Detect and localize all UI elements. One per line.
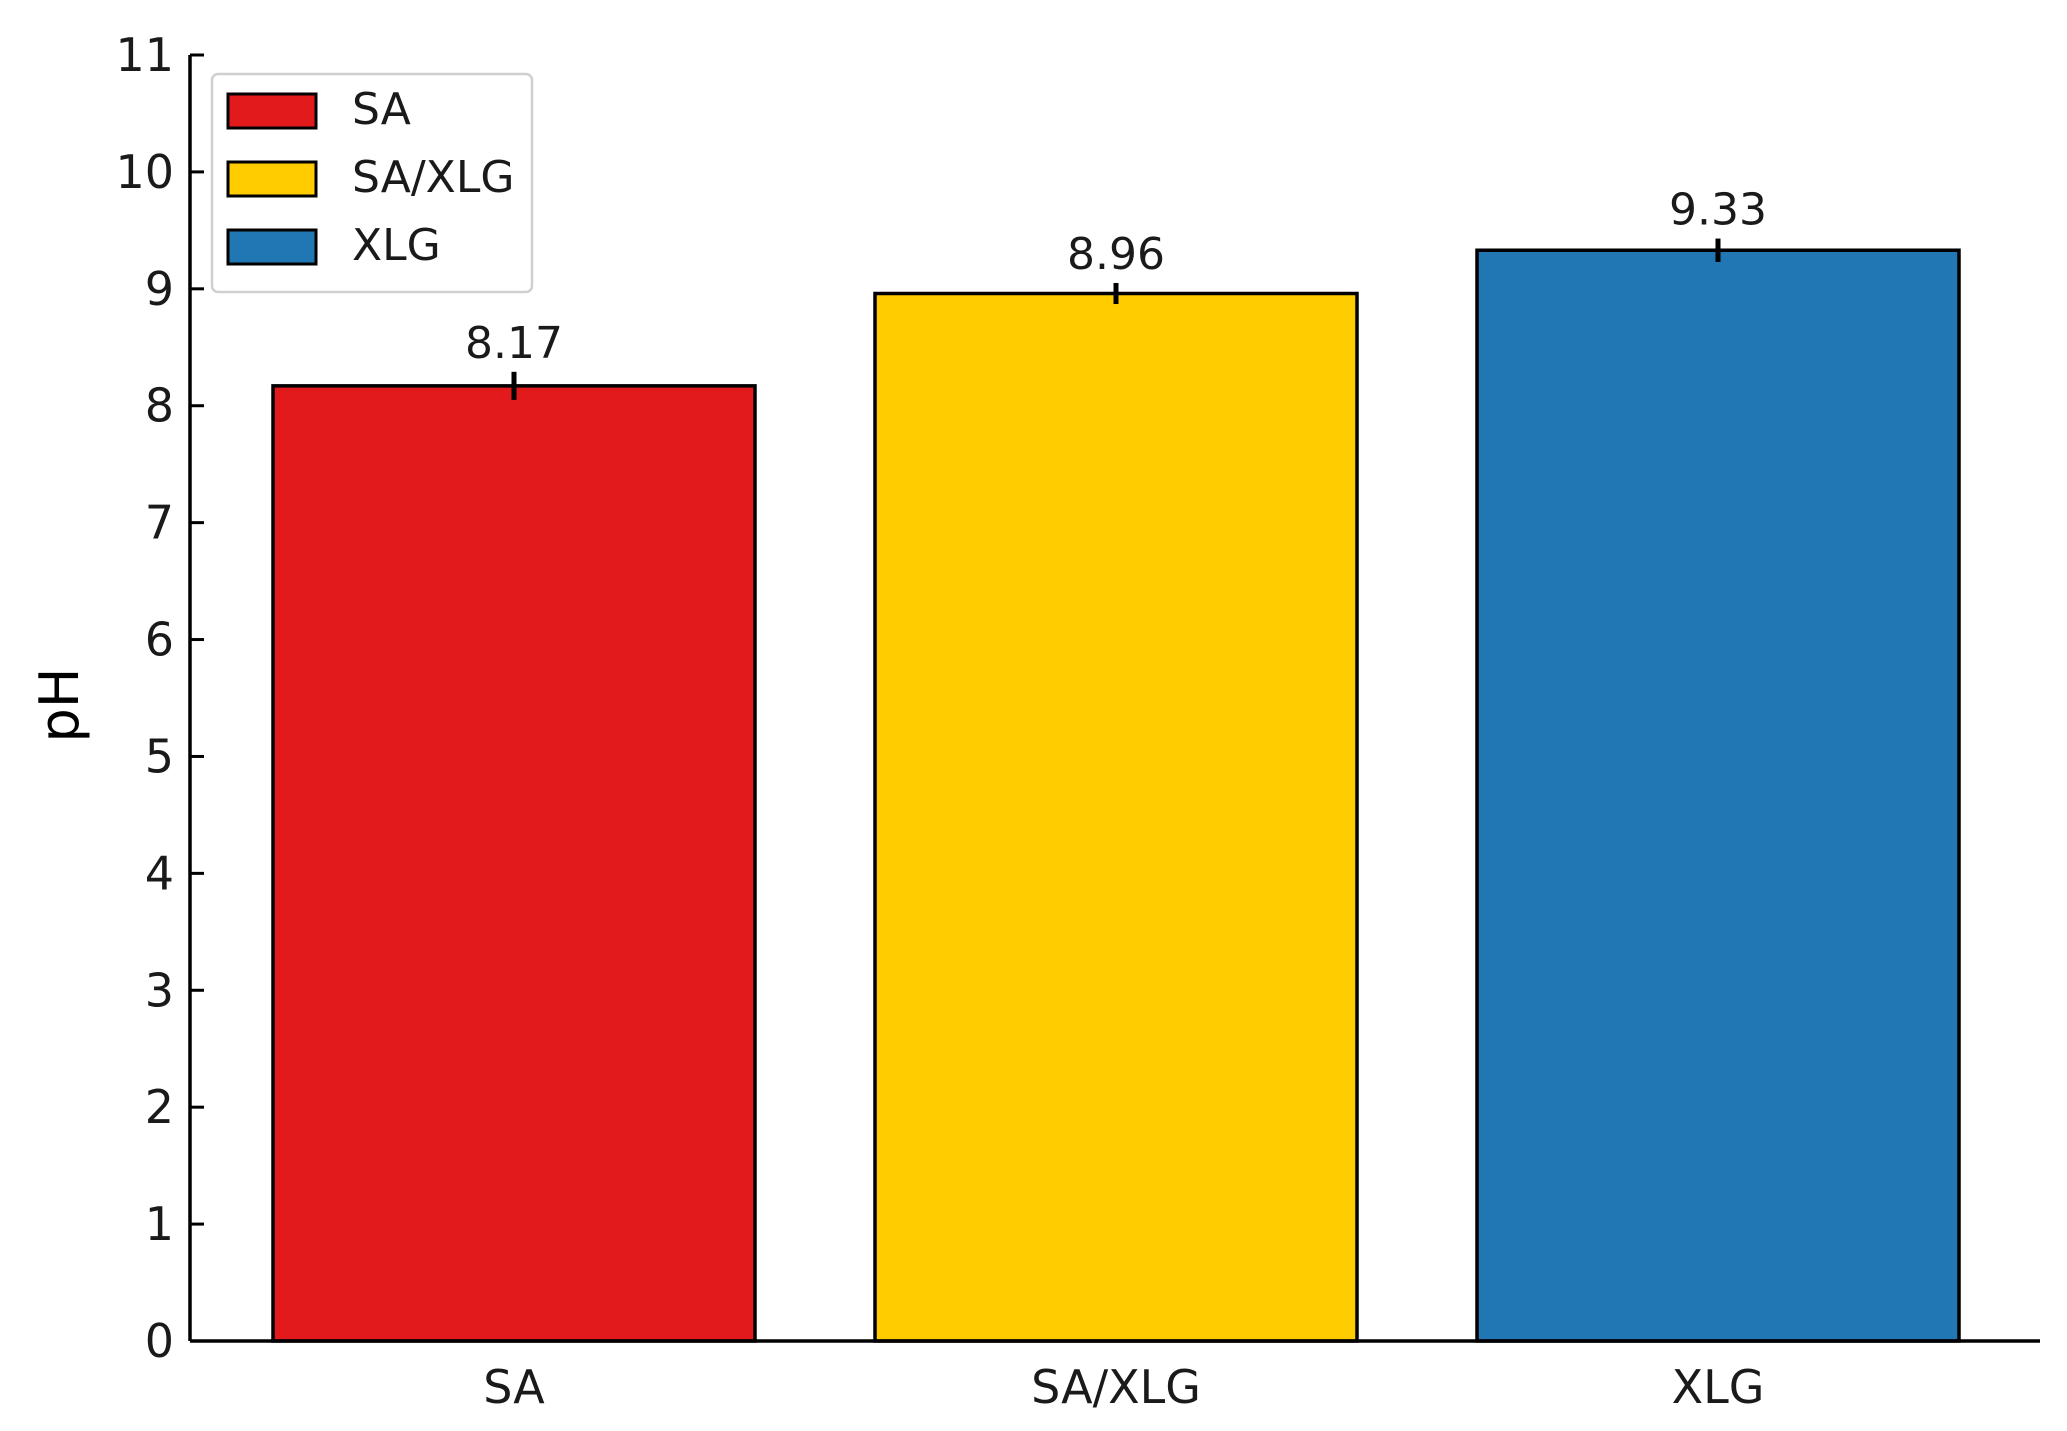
value-label: 8.96 bbox=[1067, 229, 1165, 280]
x-tick-label: SA bbox=[483, 1360, 545, 1414]
error-bars bbox=[511, 238, 1721, 400]
y-tick-label: 11 bbox=[115, 28, 174, 82]
x-tick-label: SA/XLG bbox=[1031, 1360, 1201, 1414]
y-tick-label: 3 bbox=[145, 963, 174, 1017]
y-axis-ticks: 0 1 2 3 4 5 6 7 8 9 10 11 bbox=[115, 28, 204, 1368]
y-tick-label: 0 bbox=[145, 1314, 174, 1368]
y-tick-label: 8 bbox=[145, 379, 174, 433]
value-labels: 8.17 8.96 9.33 bbox=[465, 185, 1767, 369]
value-label: 9.33 bbox=[1669, 185, 1767, 236]
x-axis-ticks: SA SA/XLG XLG bbox=[483, 1327, 1764, 1414]
y-tick-label: 9 bbox=[145, 262, 174, 316]
legend-swatch bbox=[226, 160, 318, 198]
bar-sa-xlg bbox=[873, 291, 1359, 1343]
y-axis-title: pH bbox=[28, 668, 91, 743]
legend-label: SA bbox=[352, 84, 411, 135]
legend-label: XLG bbox=[352, 220, 441, 271]
legend: SA SA/XLG XLG bbox=[210, 72, 534, 294]
legend-swatch bbox=[226, 228, 318, 266]
y-tick-label: 10 bbox=[115, 145, 174, 199]
y-tick-label: 2 bbox=[145, 1080, 174, 1134]
value-label: 8.17 bbox=[465, 318, 563, 369]
legend-swatch bbox=[226, 92, 318, 130]
x-tick-label: XLG bbox=[1672, 1360, 1765, 1414]
y-tick-label: 5 bbox=[145, 729, 174, 783]
y-tick-label: 4 bbox=[145, 846, 174, 900]
bars bbox=[271, 248, 1961, 1343]
bar-xlg bbox=[1475, 248, 1961, 1343]
y-tick-label: 1 bbox=[145, 1197, 174, 1251]
bar-sa bbox=[271, 384, 757, 1343]
y-tick-label: 6 bbox=[145, 613, 174, 667]
y-tick-label: 7 bbox=[145, 496, 174, 550]
legend-label: SA/XLG bbox=[352, 152, 514, 203]
